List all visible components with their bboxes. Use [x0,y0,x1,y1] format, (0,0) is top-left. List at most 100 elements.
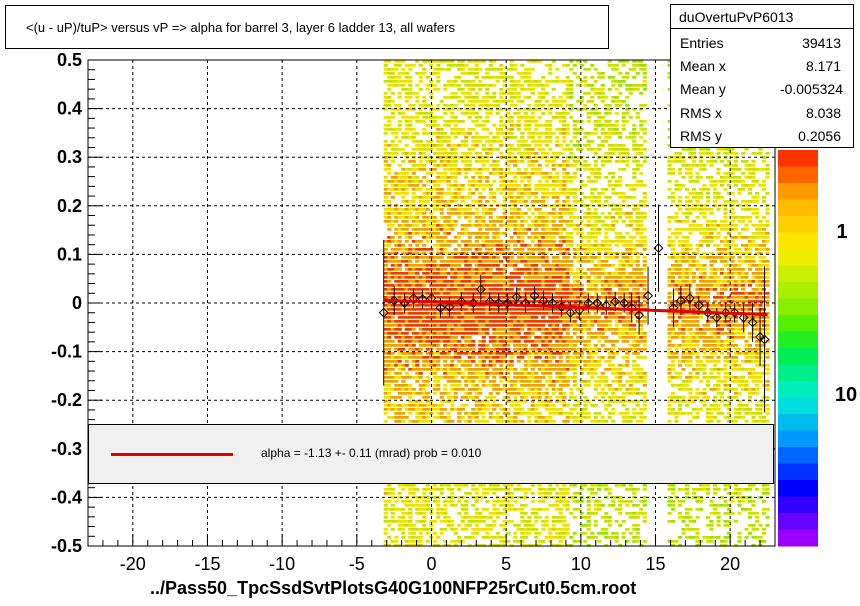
heatmap-cell [544,176,549,179]
heatmap-cell [383,104,388,107]
heatmap-cell [488,192,493,195]
heatmap-cell [481,364,486,367]
heatmap-cell [478,328,483,331]
heatmap-cell [401,116,406,119]
heatmap-cell [516,488,521,491]
heatmap-cell [390,284,395,287]
heatmap-cell [425,312,430,315]
heatmap-cell [401,132,406,135]
heatmap-cell [495,544,500,547]
heatmap-cell [408,408,413,411]
heatmap-cell [565,296,570,299]
heatmap-cell [453,368,458,371]
heatmap-cell [523,352,528,355]
heatmap-cell [453,356,458,359]
heatmap-cell [425,148,430,151]
heatmap-cell [513,336,518,339]
heatmap-cell [460,312,465,315]
heatmap-cell [436,328,441,331]
heatmap-cell [418,140,423,143]
heatmap-cell [562,484,567,487]
heatmap-cell [544,268,549,271]
heatmap-cell [387,536,392,539]
heatmap-cell [576,256,581,259]
heatmap-cell [495,252,500,255]
heatmap-cell [425,352,430,355]
heatmap-cell [457,356,462,359]
heatmap-cell [558,128,563,131]
heatmap-cell [492,356,497,359]
heatmap-cell [516,100,521,103]
heatmap-cell [467,240,472,243]
heatmap-cell [551,300,556,303]
heatmap-cell [548,124,553,127]
heatmap-cell [523,488,528,491]
heatmap-cell [471,284,476,287]
heatmap-cell [583,340,588,343]
heatmap-cell [425,348,430,351]
heatmap-cell [460,308,465,311]
heatmap-cell [520,152,525,155]
heatmap-cell [527,520,532,523]
heatmap-cell [520,488,525,491]
heatmap-cell [495,532,500,535]
heatmap-cell [548,356,553,359]
heatmap-cell [425,156,430,159]
heatmap-cell [443,516,448,519]
heatmap-cell [548,64,553,67]
heatmap-cell [485,148,490,151]
heatmap-cell [509,288,514,291]
heatmap-cell [544,336,549,339]
heatmap-cell [478,340,483,343]
heatmap-cell [534,388,539,391]
heatmap-cell [555,408,560,411]
heatmap-cell [530,84,535,87]
heatmap-cell [404,116,409,119]
heatmap-cell [527,260,532,263]
heatmap-cell [411,172,416,175]
heatmap-cell [453,280,458,283]
heatmap-cell [569,296,574,299]
heatmap-cell [404,72,409,75]
heatmap-cell [383,352,388,355]
heatmap-cell [401,288,406,291]
heatmap-cell [513,324,518,327]
heatmap-cell [383,164,388,167]
heatmap-cell [481,240,486,243]
heatmap-cell [425,84,430,87]
heatmap-cell [383,376,388,379]
heatmap-cell [520,72,525,75]
heatmap-cell [572,332,577,335]
heatmap-cell [425,328,430,331]
heatmap-cell [488,280,493,283]
heatmap-cell [502,176,507,179]
heatmap-cell [432,132,437,135]
heatmap-cell [450,400,455,403]
heatmap-cell [586,208,591,211]
heatmap-cell [443,220,448,223]
heatmap-cell [569,272,574,275]
heatmap-cell [562,164,567,167]
heatmap-cell [464,420,469,423]
heatmap-cell [446,368,451,371]
heatmap-cell [495,484,500,487]
heatmap-cell [523,116,528,119]
heatmap-cell [520,296,525,299]
heatmap-cell [485,108,490,111]
heatmap-cell [457,184,462,187]
heatmap-cell [506,280,511,283]
heatmap-cell [404,500,409,503]
heatmap-cell [439,316,444,319]
heatmap-cell [474,272,479,275]
heatmap-cell [460,376,465,379]
heatmap-cell [425,368,430,371]
heatmap-cell [474,528,479,531]
heatmap-cell [450,176,455,179]
heatmap-cell [453,388,458,391]
heatmap-cell [415,272,420,275]
heatmap-cell [520,412,525,415]
heatmap-cell [527,252,532,255]
heatmap-cell [481,236,486,239]
heatmap-cell [390,252,395,255]
heatmap-cell [439,200,444,203]
